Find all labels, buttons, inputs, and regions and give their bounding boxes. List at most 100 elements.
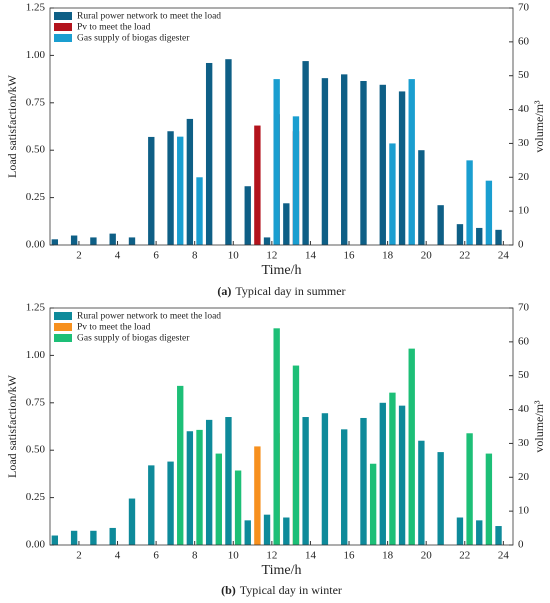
bar (177, 385, 184, 545)
y2-tick-label: 10 (518, 205, 530, 217)
bar (225, 59, 232, 245)
bar (205, 62, 213, 245)
x-tick-label: 20 (421, 550, 433, 562)
bar (70, 530, 78, 545)
caption: (a) Typical day in summer (217, 284, 345, 298)
x-tick-label: 24 (498, 250, 510, 262)
y2-tick-label: 50 (518, 369, 530, 381)
y2-tick-label: 30 (518, 137, 530, 149)
x-tick-label: 16 (344, 250, 356, 262)
y2-tick-label: 70 (518, 2, 530, 14)
x-tick-label: 4 (115, 250, 121, 262)
legend-label: Gas supply of biogas digester (77, 333, 190, 344)
x-tick-label: 2 (76, 550, 82, 562)
bar (341, 429, 348, 545)
legend-swatch (54, 23, 72, 31)
x-axis-label: Time/h (262, 263, 302, 278)
x-tick-label: 2 (76, 250, 82, 262)
y2-tick-label: 40 (518, 103, 530, 115)
x-tick-label: 8 (192, 250, 198, 262)
caption: (b) Typical day in winter (221, 583, 342, 597)
bar (302, 417, 309, 545)
bar (109, 233, 116, 245)
bar (321, 78, 329, 245)
y2-tick-label: 60 (518, 335, 530, 347)
x-tick-label: 16 (344, 550, 356, 562)
bar (167, 461, 174, 545)
x-tick-label: 4 (115, 550, 121, 562)
bar (485, 453, 493, 545)
legend-swatch (54, 323, 72, 331)
y-tick-label: 0.25 (26, 191, 46, 203)
bar (273, 328, 280, 545)
chart-panel: 0.00 0.25 0.50 0.75 1.00 1.25 0 10 20 30 40 50 60 70 2… (5, 302, 546, 597)
x-tick-label: 20 (421, 250, 433, 262)
bar (495, 526, 502, 545)
y2-tick-label: 30 (518, 437, 530, 449)
y-tick-label: 1.00 (26, 349, 46, 361)
caption-text: Typical day in summer (235, 284, 345, 298)
bar (90, 530, 97, 545)
bar (148, 136, 155, 245)
y2-tick-label: 50 (518, 69, 530, 81)
bar (476, 520, 483, 545)
bar (128, 498, 136, 545)
caption-label: (a) (217, 284, 231, 298)
bar (408, 79, 415, 245)
bar (466, 433, 473, 545)
x-tick-label: 12 (266, 250, 277, 262)
bar (244, 186, 251, 245)
y2-tick-label: 60 (518, 35, 530, 47)
y2-axis-label: volume/m³ (532, 400, 546, 453)
y-tick-label: 1.25 (26, 2, 46, 14)
legend-label: Gas supply of biogas digester (77, 33, 190, 44)
bar (90, 237, 97, 245)
bar (495, 229, 502, 245)
bar (263, 237, 271, 245)
y2-tick-label: 0 (518, 539, 524, 551)
bar (148, 465, 155, 545)
bar (70, 235, 78, 245)
x-tick-label: 14 (305, 550, 317, 562)
bar (341, 74, 348, 245)
y-tick-label: 0.50 (26, 444, 46, 456)
bar (109, 527, 116, 545)
bar (418, 150, 425, 245)
x-tick-label: 10 (228, 550, 240, 562)
x-tick-label: 8 (192, 550, 198, 562)
bar (196, 429, 203, 545)
bar (254, 125, 261, 245)
legend-swatch (54, 12, 72, 20)
x-tick-label: 24 (498, 550, 510, 562)
x-tick-label: 18 (382, 250, 394, 262)
bar (254, 446, 261, 545)
bar (466, 160, 473, 245)
bar (51, 535, 59, 545)
plot-frame (49, 7, 514, 246)
bar (398, 405, 406, 545)
caption-text: Typical day in winter (240, 583, 342, 597)
x-tick-label: 22 (459, 550, 470, 562)
y-tick-label: 1.25 (26, 302, 46, 314)
y2-tick-label: 0 (518, 239, 524, 251)
legend-label: Pv to meet the load (77, 23, 151, 33)
bar (177, 136, 184, 245)
y-tick-label: 0.00 (26, 539, 46, 551)
y2-tick-label: 20 (518, 471, 530, 483)
y-axis-label: Load satisfaction/kW (5, 374, 19, 478)
bar (379, 84, 386, 246)
bar (398, 91, 406, 245)
bar (369, 463, 377, 545)
y-tick-label: 0.50 (26, 144, 46, 156)
bar (283, 203, 290, 245)
plot-frame (49, 307, 514, 546)
bar (273, 79, 280, 245)
x-tick-label: 10 (228, 250, 240, 262)
bar (244, 520, 251, 545)
legend-label: Rural power network to meet the load (77, 12, 221, 22)
bar (263, 514, 271, 545)
bar (456, 224, 464, 245)
y-tick-label: 1.00 (26, 49, 46, 61)
